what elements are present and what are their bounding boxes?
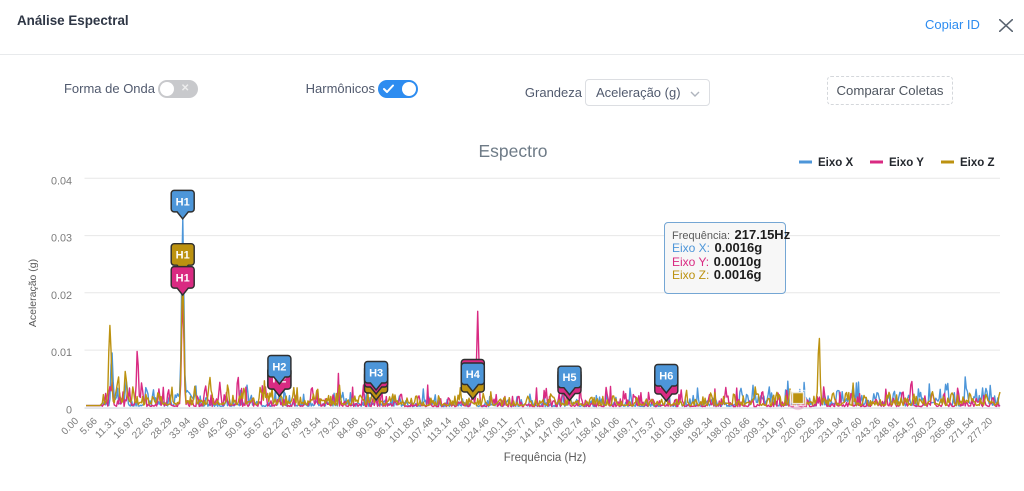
svg-text:Aceleração (g): Aceleração (g) [27, 259, 39, 327]
svg-text:H4: H4 [466, 369, 481, 381]
svg-text:H5: H5 [562, 372, 576, 384]
svg-text:0.04: 0.04 [51, 175, 72, 187]
svg-text:0.00: 0.00 [60, 416, 82, 438]
svg-text:H1: H1 [176, 273, 190, 285]
svg-text:H1: H1 [176, 196, 190, 208]
svg-text:0.01: 0.01 [51, 347, 72, 359]
svg-text:H2: H2 [272, 362, 286, 374]
svg-text:H1: H1 [176, 250, 190, 262]
svg-text:Eixo X: Eixo X [818, 157, 853, 169]
svg-text:0.03: 0.03 [51, 233, 72, 245]
svg-text:Espectro: Espectro [478, 141, 547, 161]
svg-text:Eixo Y: Eixo Y [889, 157, 924, 169]
svg-text:Eixo Z: Eixo Z [960, 157, 995, 169]
svg-text:Frequência (Hz): Frequência (Hz) [504, 452, 587, 464]
svg-text:H3: H3 [369, 368, 383, 380]
svg-text:0: 0 [66, 404, 72, 416]
svg-text:0.02: 0.02 [51, 290, 72, 302]
svg-text:H6: H6 [659, 371, 673, 383]
